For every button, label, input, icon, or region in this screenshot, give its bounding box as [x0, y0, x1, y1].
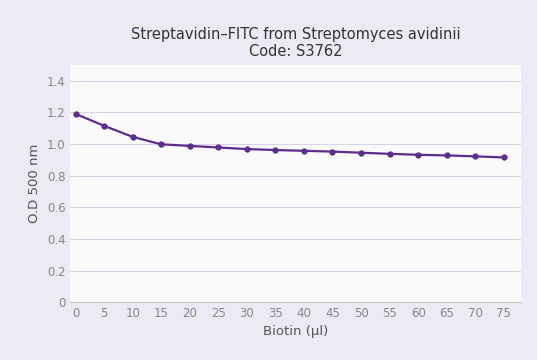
- X-axis label: Biotin (µl): Biotin (µl): [263, 325, 328, 338]
- Title: Streptavidin–FITC from Streptomyces avidinii
Code: S3762: Streptavidin–FITC from Streptomyces avid…: [130, 27, 460, 59]
- Y-axis label: O.D 500 nm: O.D 500 nm: [28, 144, 41, 223]
